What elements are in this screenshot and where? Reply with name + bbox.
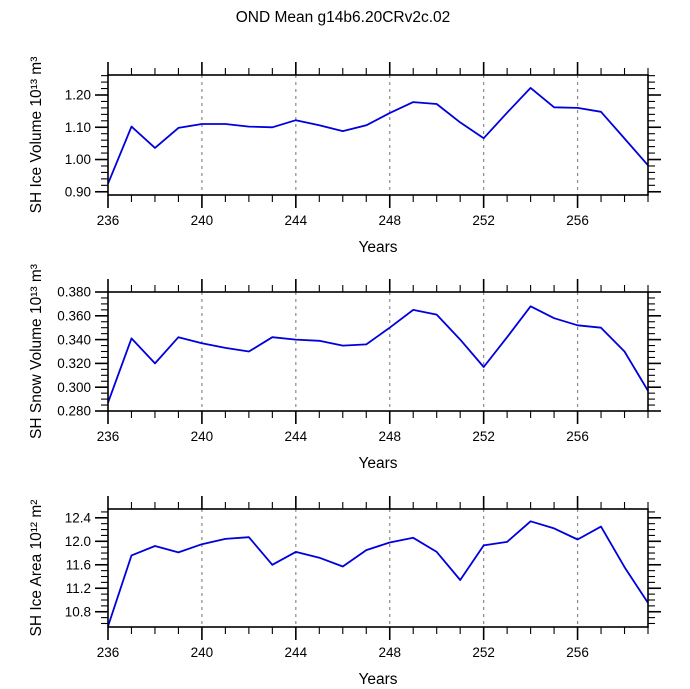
sh-snow-volume-series-line bbox=[107, 305, 649, 404]
svg-text:236: 236 bbox=[97, 429, 120, 444]
svg-text:244: 244 bbox=[285, 429, 308, 444]
axis-ticks bbox=[95, 496, 661, 640]
svg-text:240: 240 bbox=[191, 429, 214, 444]
svg-text:256: 256 bbox=[566, 213, 589, 228]
svg-text:252: 252 bbox=[472, 213, 495, 228]
x-tick-labels: 236 240 244 248 252 256 bbox=[97, 429, 589, 444]
plot-frame bbox=[107, 74, 649, 196]
svg-text:240: 240 bbox=[191, 645, 214, 660]
svg-text:11.6: 11.6 bbox=[66, 557, 91, 572]
y-axis-title: SH Ice Area 10¹² m² bbox=[28, 500, 45, 637]
svg-text:0.360: 0.360 bbox=[57, 309, 91, 324]
x-axis-title: Years bbox=[358, 671, 397, 688]
svg-text:252: 252 bbox=[472, 429, 495, 444]
x-tick-labels: 236 240 244 248 252 256 bbox=[97, 645, 589, 660]
y-tick-labels: 0.90 1.00 1.10 1.20 bbox=[65, 88, 91, 200]
svg-text:0.320: 0.320 bbox=[57, 356, 91, 371]
sh-ice-volume-series-line bbox=[107, 87, 649, 185]
sh-ice-area-series-line bbox=[107, 520, 649, 627]
svg-text:236: 236 bbox=[97, 213, 120, 228]
x-tick-labels: 236 240 244 248 252 256 bbox=[97, 213, 589, 228]
svg-text:10.8: 10.8 bbox=[65, 604, 91, 619]
svg-text:0.300: 0.300 bbox=[57, 380, 91, 395]
plot-frame bbox=[107, 291, 649, 412]
x-axis-title: Years bbox=[358, 455, 397, 472]
sh-snow-volume-chart: 236 240 244 248 252 2560.2800.3000.3200.3400.… bbox=[28, 264, 661, 472]
sh-ice-area-chart: 236 240 244 248 252 256 10.8 11.2 11.6 12.0 12.4 Ye… bbox=[28, 496, 661, 688]
plot-title: OND Mean g14b6.20CRv2c.02 bbox=[235, 9, 451, 26]
svg-text:248: 248 bbox=[378, 429, 401, 444]
svg-text:256: 256 bbox=[566, 645, 589, 660]
x-gridlines bbox=[201, 509, 579, 627]
svg-text:256: 256 bbox=[566, 429, 589, 444]
svg-text:12.0: 12.0 bbox=[65, 534, 91, 549]
plot-frame bbox=[107, 508, 649, 628]
svg-text:1.00: 1.00 bbox=[65, 152, 91, 167]
svg-text:248: 248 bbox=[378, 213, 401, 228]
y-axis-title: SH Ice Volume 10¹³ m³ bbox=[28, 57, 45, 214]
svg-text:248: 248 bbox=[378, 645, 401, 660]
svg-text:1.20: 1.20 bbox=[65, 88, 91, 103]
svg-text:240: 240 bbox=[191, 213, 214, 228]
svg-text:236: 236 bbox=[97, 645, 120, 660]
y-tick-labels: 0.280 0.300 0.320 0.340 0.360 0.380 bbox=[57, 285, 91, 419]
svg-text:244: 244 bbox=[285, 645, 308, 660]
sh-ice-volume-chart: 236 240 244 248 252 256 0.90 1.00 1.10 1.20 Years S… bbox=[28, 57, 661, 256]
svg-text:0.280: 0.280 bbox=[57, 404, 91, 419]
axis-ticks bbox=[95, 62, 661, 208]
svg-text:0.90: 0.90 bbox=[65, 184, 91, 199]
svg-text:1.10: 1.10 bbox=[65, 120, 91, 135]
svg-text:11.2: 11.2 bbox=[66, 581, 91, 596]
axis-ticks bbox=[95, 279, 661, 424]
x-gridlines bbox=[201, 292, 579, 411]
svg-text:252: 252 bbox=[472, 645, 495, 660]
svg-text:12.4: 12.4 bbox=[65, 511, 92, 526]
y-axis-title: SH Snow Volume 10¹³ m³ bbox=[28, 264, 45, 439]
svg-text:244: 244 bbox=[285, 213, 308, 228]
svg-text:0.380: 0.380 bbox=[57, 285, 91, 300]
x-axis-title: Years bbox=[358, 239, 397, 256]
y-tick-labels: 10.8 11.2 11.6 12.0 12.4 bbox=[65, 511, 92, 620]
svg-text:0.340: 0.340 bbox=[57, 332, 91, 347]
x-gridlines bbox=[201, 75, 579, 195]
